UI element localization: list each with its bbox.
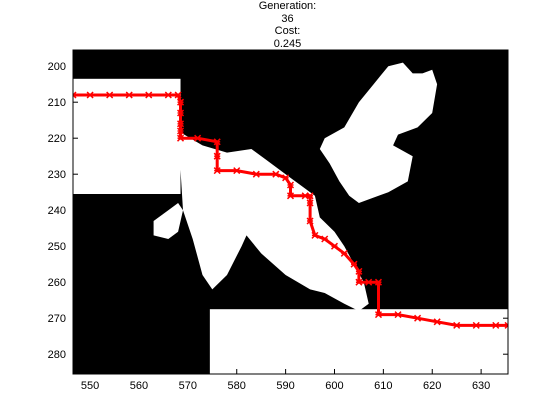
path-point xyxy=(433,318,441,326)
path-point xyxy=(164,91,172,99)
path-point xyxy=(306,199,314,207)
generation-label: Generation: xyxy=(258,0,317,12)
path-point xyxy=(176,109,185,117)
x-tick-label: 590 xyxy=(276,380,294,392)
y-tick-label: 200 xyxy=(48,61,66,73)
x-tick-label: 560 xyxy=(130,380,148,392)
x-tick-label: 610 xyxy=(374,380,392,392)
x-tick-label: 600 xyxy=(325,380,343,392)
path-layer xyxy=(73,91,508,329)
path-point xyxy=(394,311,402,319)
x-tick-label: 550 xyxy=(81,380,99,392)
path-point xyxy=(374,278,383,286)
free-region-3 xyxy=(319,62,438,203)
y-tick-label: 250 xyxy=(48,241,66,253)
path-point xyxy=(86,91,94,99)
path-point xyxy=(233,167,241,175)
path-point xyxy=(176,134,185,142)
x-tick-label: 570 xyxy=(179,380,197,392)
path-point xyxy=(306,217,314,225)
generation-value: 36 xyxy=(281,12,294,25)
path-point xyxy=(374,311,383,319)
x-axis: 550 560 570 580 590 600 610 620 630 xyxy=(81,50,490,392)
path-point xyxy=(350,260,358,268)
free-region-4 xyxy=(354,105,384,135)
y-tick-label: 230 xyxy=(48,169,66,181)
path-point xyxy=(453,321,461,329)
y-tick-label: 220 xyxy=(48,133,66,145)
path-point xyxy=(286,192,295,200)
plot-frame xyxy=(72,49,509,375)
path-point xyxy=(306,192,314,200)
path-point xyxy=(355,267,363,275)
path-point xyxy=(176,120,185,128)
map-layer xyxy=(73,62,508,374)
path-point xyxy=(125,91,133,99)
path-point xyxy=(311,231,319,239)
path-point xyxy=(504,321,508,329)
path-point xyxy=(145,91,153,99)
path-point xyxy=(106,91,114,99)
path-point xyxy=(176,98,185,106)
path-point xyxy=(340,249,348,257)
y-tick-label: 260 xyxy=(48,277,66,289)
path-point xyxy=(414,314,422,322)
cost-value: 0.245 xyxy=(273,37,302,50)
y-tick-label: 280 xyxy=(48,349,66,361)
path-point xyxy=(355,278,363,286)
path-point xyxy=(286,181,295,189)
path-point xyxy=(252,170,260,178)
y-axis: 200 210 220 230 240 250 260 270 280 xyxy=(48,61,508,361)
path-point xyxy=(213,138,221,146)
plot-title: Generation: 36 Cost: 0.245 xyxy=(0,0,560,50)
path-point xyxy=(213,167,221,175)
y-tick-label: 210 xyxy=(48,97,66,109)
free-region-1 xyxy=(209,309,508,374)
x-tick-label: 630 xyxy=(472,380,490,392)
path-point xyxy=(492,321,500,329)
cost-label: Cost: xyxy=(274,25,301,37)
path-point xyxy=(174,91,182,99)
path-point xyxy=(73,91,77,99)
path-point xyxy=(213,152,221,160)
path-point xyxy=(176,127,185,135)
path-point xyxy=(194,134,202,142)
path-point xyxy=(330,242,339,250)
y-tick-label: 270 xyxy=(48,313,66,325)
free-region-5 xyxy=(153,203,183,239)
path-point xyxy=(321,235,329,243)
path-point xyxy=(472,321,480,329)
path-point xyxy=(272,170,280,178)
path-point xyxy=(365,278,373,286)
y-tick-label: 240 xyxy=(48,205,66,217)
x-tick-label: 620 xyxy=(423,380,441,392)
path-point xyxy=(282,174,290,182)
x-tick-label: 580 xyxy=(228,380,246,392)
free-region-2 xyxy=(178,131,369,311)
